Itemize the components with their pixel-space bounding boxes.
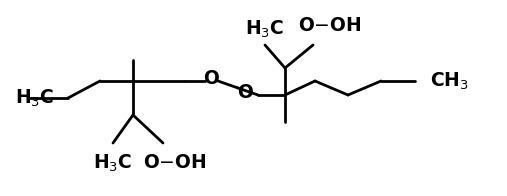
Text: CH$_3$: CH$_3$: [430, 70, 469, 92]
Text: O: O: [237, 83, 253, 102]
Text: O: O: [203, 68, 219, 87]
Text: H$_3$C: H$_3$C: [245, 19, 284, 40]
Text: O$-$OH: O$-$OH: [143, 153, 207, 172]
Text: H$_3$C: H$_3$C: [15, 87, 54, 109]
Text: H$_3$C: H$_3$C: [93, 153, 133, 174]
Text: O$-$OH: O$-$OH: [298, 16, 362, 35]
